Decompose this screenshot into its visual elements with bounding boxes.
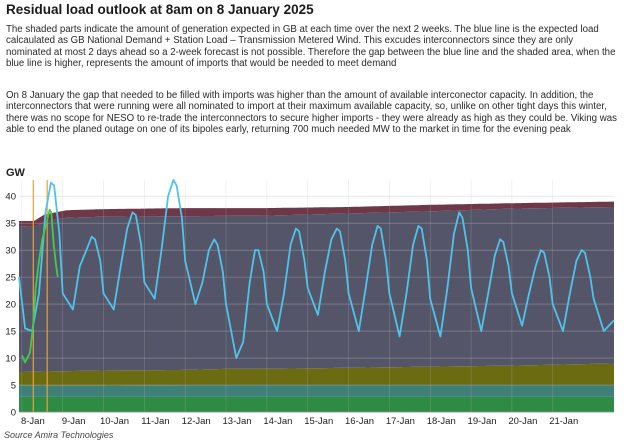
stacked-band-4 — [19, 207, 614, 373]
y-tick-label-25: 25 — [5, 272, 16, 283]
y-tick-label-10: 10 — [5, 353, 16, 364]
series-line-1 — [18, 179, 615, 359]
description-paragraph-2: On 8 January the gap that needed to be f… — [6, 90, 617, 136]
x-tick-label-8: 15-Jan — [304, 416, 333, 427]
x-tick-label-6: 13-Jan — [223, 416, 252, 427]
y-tick-label-40: 40 — [5, 191, 16, 202]
x-tick-label-10: 17-Jan — [386, 416, 415, 427]
stacked-band-1 — [19, 396, 614, 412]
x-tick-label-3: 10-Jan — [100, 416, 129, 427]
x-tick-label-12: 19-Jan — [468, 416, 497, 427]
x-tick-label-14: 21-Jan — [549, 416, 578, 427]
x-tick-label-5: 12-Jan — [182, 416, 211, 427]
y-tick-label-20: 20 — [5, 299, 16, 310]
series-line-2 — [21, 208, 59, 364]
x-tick-label-2: 9-Jan — [62, 416, 86, 427]
y-tick-label-30: 30 — [5, 245, 16, 256]
x-tick-label-11: 18-Jan — [427, 416, 456, 427]
stacked-band-5 — [19, 201, 614, 227]
x-tick-label-4: 11-Jan — [141, 416, 169, 427]
source-credit: Source Amira Technologies — [4, 430, 114, 440]
stacked-band-3 — [19, 363, 614, 386]
y-tick-label-5: 5 — [11, 380, 16, 391]
chart-title: Residual load outlook at 8am on 8 Januar… — [6, 2, 314, 17]
y-tick-label-35: 35 — [5, 218, 16, 229]
stacked-band-2 — [19, 385, 614, 397]
x-tick-label-7: 14-Jan — [263, 416, 292, 427]
y-tick-label-15: 15 — [5, 326, 16, 337]
description-paragraph-1: The shaded parts indicate the amount of … — [6, 24, 616, 70]
y-axis-unit-label: GW — [6, 167, 25, 179]
x-tick-label-9: 16-Jan — [345, 416, 374, 427]
x-tick-label-1: 8-Jan — [21, 416, 45, 427]
x-tick-label-13: 20-Jan — [508, 416, 537, 427]
y-tick-label-0: 0 — [11, 407, 16, 418]
